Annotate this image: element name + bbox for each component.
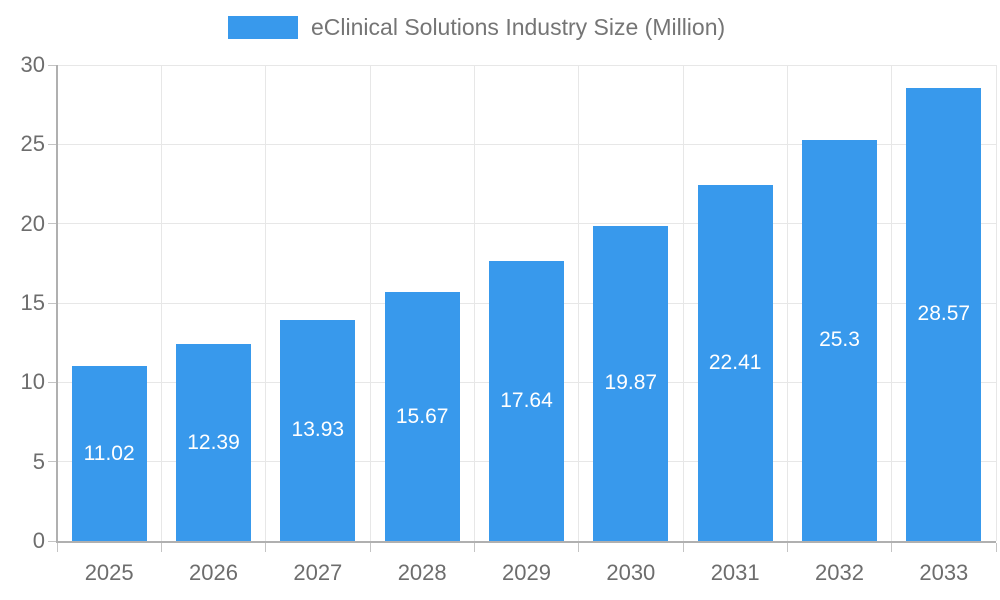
bar-2032 bbox=[802, 139, 877, 541]
y-tick-mark bbox=[48, 302, 57, 304]
bar-value-label: 25.3 bbox=[819, 328, 860, 352]
y-tick-mark bbox=[48, 143, 57, 145]
bar-value-label: 22.41 bbox=[708, 351, 762, 375]
x-tick-mark bbox=[473, 543, 475, 552]
legend-swatch bbox=[228, 15, 298, 39]
bar-value-label: 12.39 bbox=[187, 430, 240, 454]
gridline-h bbox=[57, 143, 996, 145]
y-axis-tick-label: 20 bbox=[20, 210, 45, 236]
x-axis-tick-label: 2026 bbox=[189, 560, 238, 585]
gridline-h bbox=[57, 223, 996, 225]
y-axis-tick-label: 30 bbox=[20, 52, 45, 77]
y-axis-tick-label: 10 bbox=[20, 369, 45, 395]
x-axis-line bbox=[56, 541, 996, 543]
legend-label: eClinical Solutions Industry Size (Milli… bbox=[311, 14, 726, 40]
bar-2026 bbox=[176, 344, 251, 541]
bar-2030 bbox=[593, 225, 669, 541]
x-tick-mark bbox=[56, 543, 58, 552]
y-axis-tick-label: 0 bbox=[32, 528, 45, 553]
x-tick-mark bbox=[682, 543, 684, 552]
bar-value-label: 11.02 bbox=[83, 441, 135, 465]
y-axis-tick-label: 5 bbox=[32, 448, 45, 474]
gridline-v bbox=[473, 65, 475, 541]
gridline-v bbox=[160, 65, 162, 541]
x-tick-mark bbox=[160, 543, 162, 552]
gridline-v bbox=[995, 65, 997, 541]
y-tick-mark bbox=[48, 540, 57, 542]
x-tick-mark bbox=[891, 543, 893, 552]
bar-2027 bbox=[280, 319, 356, 541]
y-tick-mark bbox=[48, 223, 57, 225]
y-tick-mark bbox=[48, 381, 57, 383]
y-axis-tick-label: 15 bbox=[20, 290, 45, 315]
bar-value-label: 15.67 bbox=[395, 404, 449, 428]
x-axis-tick-label: 2029 bbox=[502, 560, 551, 585]
x-tick-mark bbox=[369, 543, 371, 552]
gridline-v bbox=[369, 65, 371, 541]
x-tick-mark bbox=[995, 543, 997, 552]
y-axis-line bbox=[56, 65, 58, 543]
x-axis-tick-label: 2030 bbox=[606, 560, 656, 585]
x-tick-mark bbox=[265, 543, 267, 552]
bar-value-label: 17.64 bbox=[500, 389, 553, 413]
x-axis-tick-label: 2031 bbox=[710, 560, 760, 585]
x-tick-mark bbox=[578, 543, 580, 552]
bar-value-label: 28.57 bbox=[917, 302, 971, 326]
legend: eClinical Solutions Industry Size (Milli… bbox=[228, 13, 725, 41]
gridline-v bbox=[265, 65, 267, 541]
bar-2033 bbox=[906, 87, 982, 541]
gridline-h bbox=[57, 64, 996, 66]
gridline-v bbox=[786, 65, 788, 541]
gridline-v bbox=[578, 65, 580, 541]
x-axis-tick-label: 2033 bbox=[919, 560, 969, 585]
bar-value-label: 13.93 bbox=[291, 418, 345, 442]
x-axis-tick-label: 2027 bbox=[293, 560, 343, 585]
gridline-v bbox=[682, 65, 684, 541]
bar-2031 bbox=[697, 185, 773, 541]
bar-2028 bbox=[384, 292, 460, 541]
bar-2025 bbox=[71, 366, 147, 541]
y-axis-tick-label: 25 bbox=[20, 131, 45, 157]
bar-2029 bbox=[489, 261, 564, 541]
y-tick-mark bbox=[48, 461, 57, 463]
gridline-v bbox=[891, 65, 893, 541]
x-axis-tick-label: 2032 bbox=[815, 560, 864, 585]
x-tick-mark bbox=[786, 543, 788, 552]
x-axis-tick-label: 2025 bbox=[84, 560, 134, 585]
bar-value-label: 19.87 bbox=[604, 371, 658, 395]
y-tick-mark bbox=[48, 64, 57, 66]
x-axis-tick-label: 2028 bbox=[397, 560, 447, 585]
